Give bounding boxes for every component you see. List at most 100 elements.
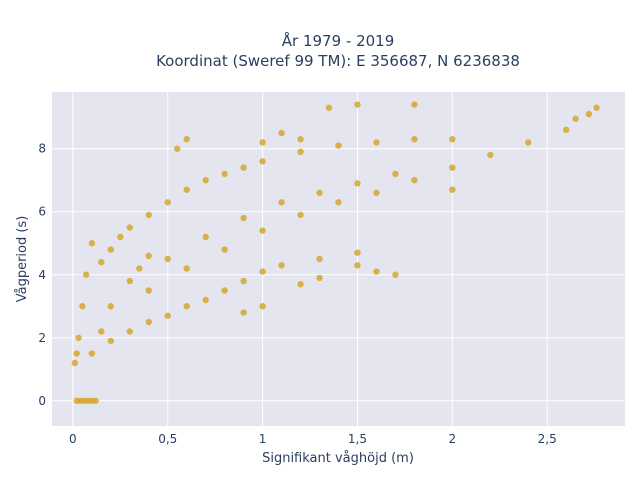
- x-tick-label: 2,5: [538, 432, 557, 446]
- data-point: [411, 101, 418, 108]
- y-tick-label: 6: [38, 205, 46, 219]
- data-point: [572, 115, 579, 122]
- data-point: [98, 258, 105, 266]
- data-point: [562, 126, 570, 134]
- data-point: [354, 249, 361, 256]
- data-point: [354, 101, 361, 108]
- x-tick-label: 0,5: [158, 432, 177, 446]
- data-point: [449, 164, 456, 171]
- data-point: [221, 287, 228, 294]
- data-point: [145, 318, 152, 326]
- grid-lines: [52, 92, 625, 426]
- data-points: [71, 101, 600, 404]
- y-tick-label: 2: [38, 331, 46, 345]
- y-tick-label: 8: [38, 142, 46, 156]
- data-point: [297, 281, 304, 288]
- data-point: [183, 186, 190, 193]
- data-point: [145, 211, 152, 219]
- data-point: [126, 224, 133, 231]
- data-point: [92, 397, 99, 404]
- data-point: [221, 170, 228, 178]
- y-axis-title: Vågperiod (s): [15, 216, 30, 303]
- data-point: [325, 104, 333, 111]
- data-point: [117, 233, 124, 241]
- y-tick-label: 4: [38, 268, 46, 282]
- data-point: [316, 274, 323, 282]
- data-point: [259, 158, 266, 165]
- data-point: [259, 268, 266, 275]
- data-point: [136, 265, 143, 272]
- data-point: [449, 136, 456, 143]
- data-point: [107, 303, 115, 310]
- data-point: [525, 139, 532, 146]
- data-point: [335, 142, 342, 149]
- data-point: [278, 199, 285, 206]
- data-point: [126, 277, 133, 285]
- data-point: [164, 312, 171, 319]
- tick-labels: 0 0,5 1 1,5 2 2,5 0 2 4 6 8: [38, 142, 556, 446]
- x-tick-label: 1: [259, 432, 267, 446]
- data-point: [354, 180, 361, 187]
- data-point: [487, 151, 494, 159]
- data-point: [107, 337, 115, 345]
- data-point: [278, 262, 285, 269]
- data-point: [259, 303, 266, 310]
- data-point: [183, 265, 190, 272]
- data-point: [392, 271, 399, 278]
- data-point: [373, 189, 380, 197]
- data-point: [183, 303, 190, 310]
- data-point: [297, 148, 304, 156]
- plot-background: [52, 92, 625, 426]
- data-point: [202, 296, 209, 304]
- data-point: [278, 129, 285, 137]
- data-point: [585, 110, 593, 118]
- data-point: [79, 303, 86, 310]
- data-point: [71, 359, 78, 367]
- data-point: [145, 287, 152, 294]
- data-point: [240, 214, 247, 222]
- data-point: [373, 268, 380, 275]
- data-point: [411, 177, 418, 184]
- data-point: [73, 350, 80, 357]
- data-point: [88, 350, 96, 357]
- data-point: [107, 246, 115, 253]
- data-point: [297, 211, 304, 219]
- data-point: [316, 255, 323, 263]
- data-point: [145, 252, 152, 260]
- data-point: [335, 199, 342, 206]
- data-point: [240, 277, 247, 285]
- data-point: [164, 199, 171, 206]
- data-point: [449, 186, 456, 193]
- y-tick-label: 0: [38, 394, 46, 408]
- data-point: [297, 136, 304, 143]
- data-point: [82, 271, 90, 278]
- data-point: [174, 145, 181, 152]
- data-point: [373, 139, 380, 146]
- data-point: [98, 328, 105, 335]
- data-point: [354, 262, 361, 269]
- data-point: [221, 246, 228, 253]
- chart-title-line-1: År 1979 - 2019: [282, 31, 395, 50]
- data-point: [88, 240, 96, 247]
- x-axis-title: Signifikant våghöjd (m): [262, 451, 414, 466]
- data-point: [202, 233, 209, 241]
- x-tick-label: 2: [449, 432, 457, 446]
- data-point: [259, 139, 266, 146]
- data-point: [316, 189, 323, 197]
- data-point: [183, 136, 190, 143]
- data-point: [392, 170, 399, 178]
- data-point: [164, 255, 171, 263]
- data-point: [259, 227, 266, 234]
- data-point: [240, 164, 247, 171]
- data-point: [411, 136, 418, 143]
- data-point: [593, 104, 600, 111]
- data-point: [126, 328, 133, 335]
- data-point: [75, 334, 82, 341]
- x-tick-label: 0: [69, 432, 77, 446]
- chart-title-line-2: Koordinat (Sweref 99 TM): E 356687, N 62…: [156, 52, 520, 70]
- data-point: [202, 177, 209, 184]
- x-tick-label: 1,5: [348, 432, 367, 446]
- data-point: [240, 309, 247, 316]
